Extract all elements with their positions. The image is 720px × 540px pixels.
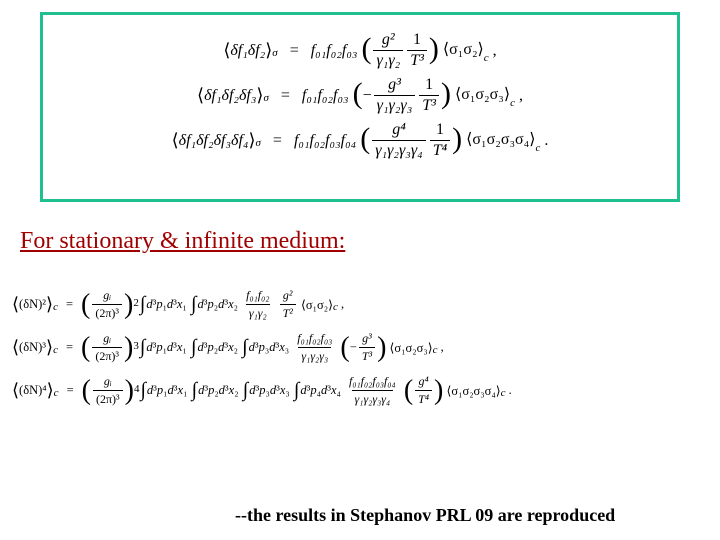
- equation-row-2: ⟨(δN)³⟩c=(gᵢ(2π)³)3∫d³p₁d³x₁ ∫d³p₂d³x₂ ∫…: [12, 331, 512, 364]
- equation-row: ⟨δf₁δf₂⟩σ=f₀₁f₀₂f₀₃ (g²γ₁γ₂1T³) ⟨σ₁σ₂⟩c …: [51, 31, 669, 70]
- equation-row: ⟨δf₁δf₂δf₃δf₄⟩σ=f₀₁f₀₂f₀₃f₀₄ (g⁴γ₁γ₂γ₃γ₄…: [51, 121, 669, 160]
- section-heading: For stationary & infinite medium:: [20, 228, 345, 255]
- equation-block-2: ⟨(δN)²⟩c=(gᵢ(2π)³)2∫d³p₁d³x₁ ∫d³p₂d³x₂ f…: [12, 278, 512, 417]
- equation-row-2: ⟨(δN)²⟩c=(gᵢ(2π)³)2∫d³p₁d³x₁ ∫d³p₂d³x₂ f…: [12, 288, 512, 321]
- equation-row: ⟨δf₁δf₂δf₃⟩σ=f₀₁f₀₂f₀₃ (−g³γ₁γ₂γ₃1T³) ⟨σ…: [51, 76, 669, 115]
- equation-box: ⟨δf₁δf₂⟩σ=f₀₁f₀₂f₀₃ (g²γ₁γ₂1T³) ⟨σ₁σ₂⟩c …: [40, 12, 680, 202]
- footer-note: --the results in Stephanov PRL 09 are re…: [235, 505, 615, 526]
- equation-row-2: ⟨(δN)⁴⟩c=(gᵢ(2π)³)4∫d³p₁d³x₁ ∫d³p₂d³x₂ ∫…: [12, 374, 512, 407]
